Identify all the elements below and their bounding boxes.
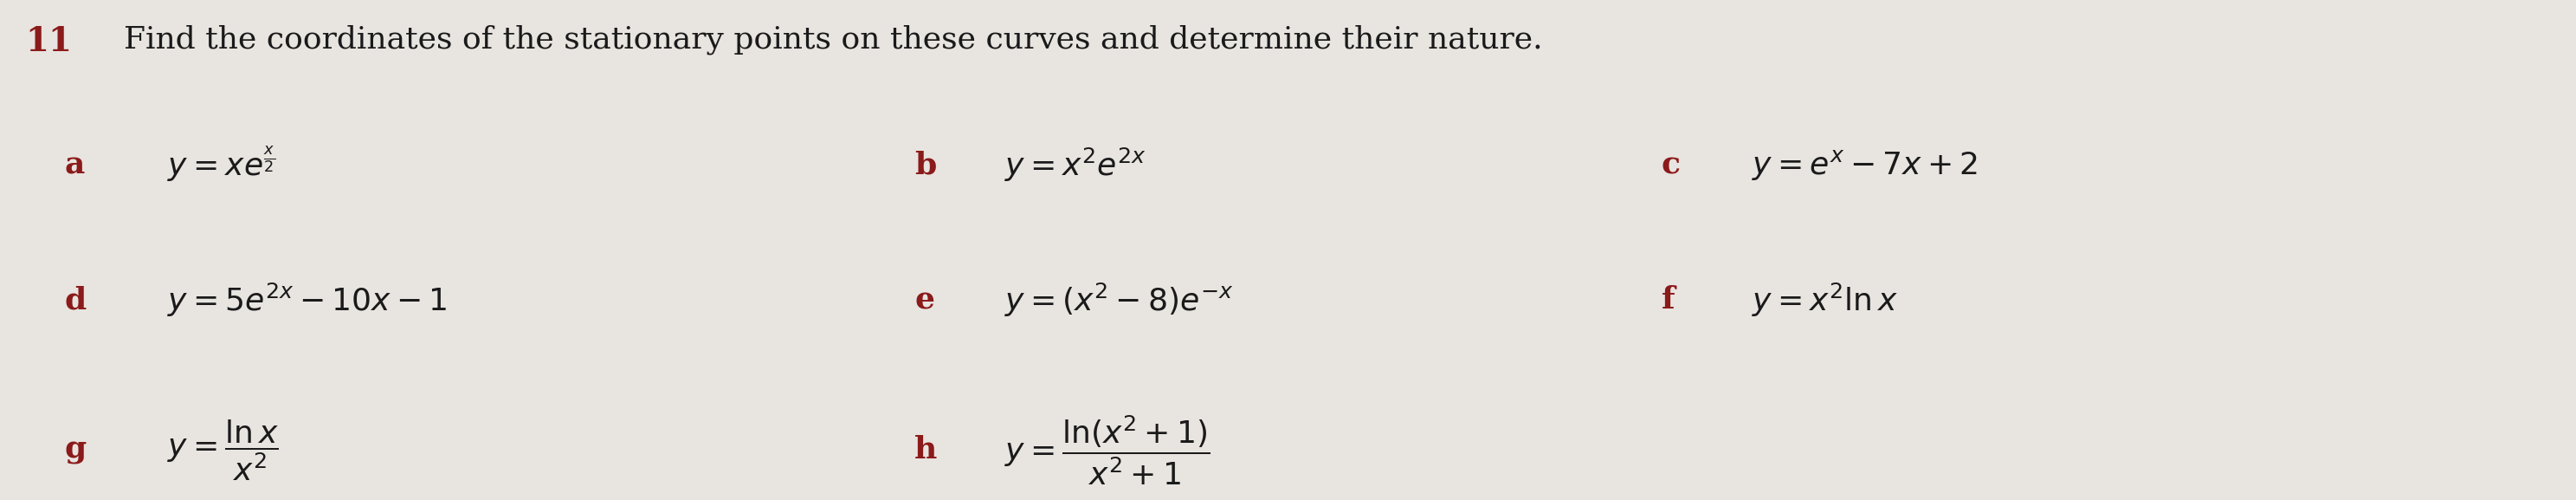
Text: $y = \dfrac{\ln(x^2+1)}{x^2+1}$: $y = \dfrac{\ln(x^2+1)}{x^2+1}$ <box>1005 414 1211 486</box>
Text: f: f <box>1662 286 1674 314</box>
Text: d: d <box>64 286 85 314</box>
Text: a: a <box>64 150 85 180</box>
Text: e: e <box>914 286 935 314</box>
Text: $y = \dfrac{\ln x}{x^2}$: $y = \dfrac{\ln x}{x^2}$ <box>167 418 278 482</box>
Text: $y = (x^2 - 8)e^{-x}$: $y = (x^2 - 8)e^{-x}$ <box>1005 281 1234 318</box>
Text: $y = x^2e^{2x}$: $y = x^2e^{2x}$ <box>1005 146 1146 184</box>
Text: $y = e^x - 7x + 2$: $y = e^x - 7x + 2$ <box>1752 148 1978 182</box>
Text: 11: 11 <box>26 25 72 58</box>
Text: Find the coordinates of the stationary points on these curves and determine thei: Find the coordinates of the stationary p… <box>124 25 1543 55</box>
Text: $y = xe^{\frac{x}{2}}$: $y = xe^{\frac{x}{2}}$ <box>167 145 276 185</box>
Text: g: g <box>64 436 85 464</box>
Text: $y = 5e^{2x} - 10x - 1$: $y = 5e^{2x} - 10x - 1$ <box>167 281 448 318</box>
Text: b: b <box>914 150 935 180</box>
Text: c: c <box>1662 150 1680 180</box>
Text: $y = x^2\ln x$: $y = x^2\ln x$ <box>1752 281 1899 318</box>
Text: h: h <box>914 436 938 464</box>
